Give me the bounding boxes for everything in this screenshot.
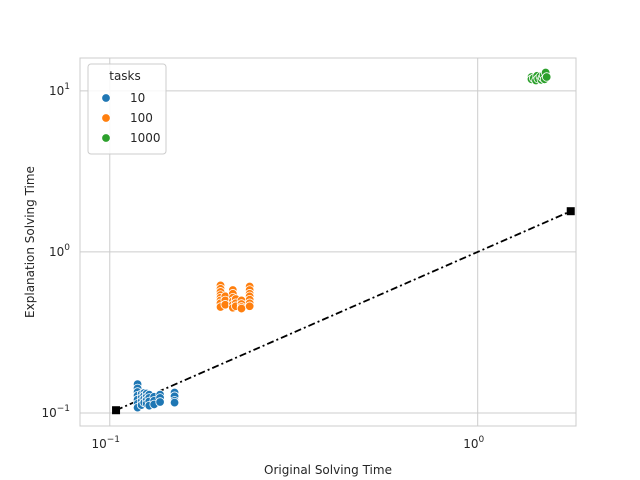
y-tick-base: 10 [41, 406, 56, 420]
legend-marker [101, 133, 111, 143]
x-tick-label: 100 [463, 435, 484, 451]
y-tick-base: 10 [49, 245, 64, 259]
legend-entry-label: 1000 [130, 131, 161, 145]
legend-title: tasks [109, 69, 141, 83]
legend-box [87, 63, 167, 155]
plot-frame [79, 57, 577, 427]
legend-entry-label: 10 [130, 91, 145, 105]
data-point [236, 303, 247, 314]
x-tick-exponent: −1 [107, 435, 120, 445]
legend-marker [101, 113, 111, 123]
x-axis-label: Original Solving Time [264, 463, 392, 477]
y-tick-label: 101 [49, 82, 70, 98]
data-point [541, 72, 552, 82]
reference-line-marker [566, 207, 575, 216]
legend-marker [101, 93, 111, 103]
x-tick-exponent: 0 [478, 435, 484, 445]
y-tick-exponent: 0 [64, 243, 70, 253]
x-tick-base: 10 [91, 437, 106, 451]
y-tick-exponent: −1 [57, 404, 70, 414]
series-1000 [526, 67, 552, 86]
plot-area [112, 67, 575, 415]
series-10 [132, 379, 180, 413]
y-axis-label: Explanation Solving Time [23, 166, 37, 318]
y-tick-exponent: 1 [64, 82, 70, 92]
y-tick-base: 10 [49, 84, 64, 98]
data-point [155, 397, 165, 407]
x-tick-base: 10 [463, 437, 478, 451]
y-tick-label: 100 [49, 243, 70, 259]
reference-line-marker [112, 406, 121, 415]
data-point [169, 397, 180, 408]
legend: tasks 10 100 1000 [87, 63, 167, 155]
reference-line [115, 210, 572, 412]
y-tick-label: 10−1 [41, 404, 70, 420]
legend-entry-label: 100 [130, 111, 153, 125]
data-point [244, 301, 255, 311]
x-tick-label: 10−1 [91, 435, 120, 451]
series-100 [215, 280, 255, 314]
